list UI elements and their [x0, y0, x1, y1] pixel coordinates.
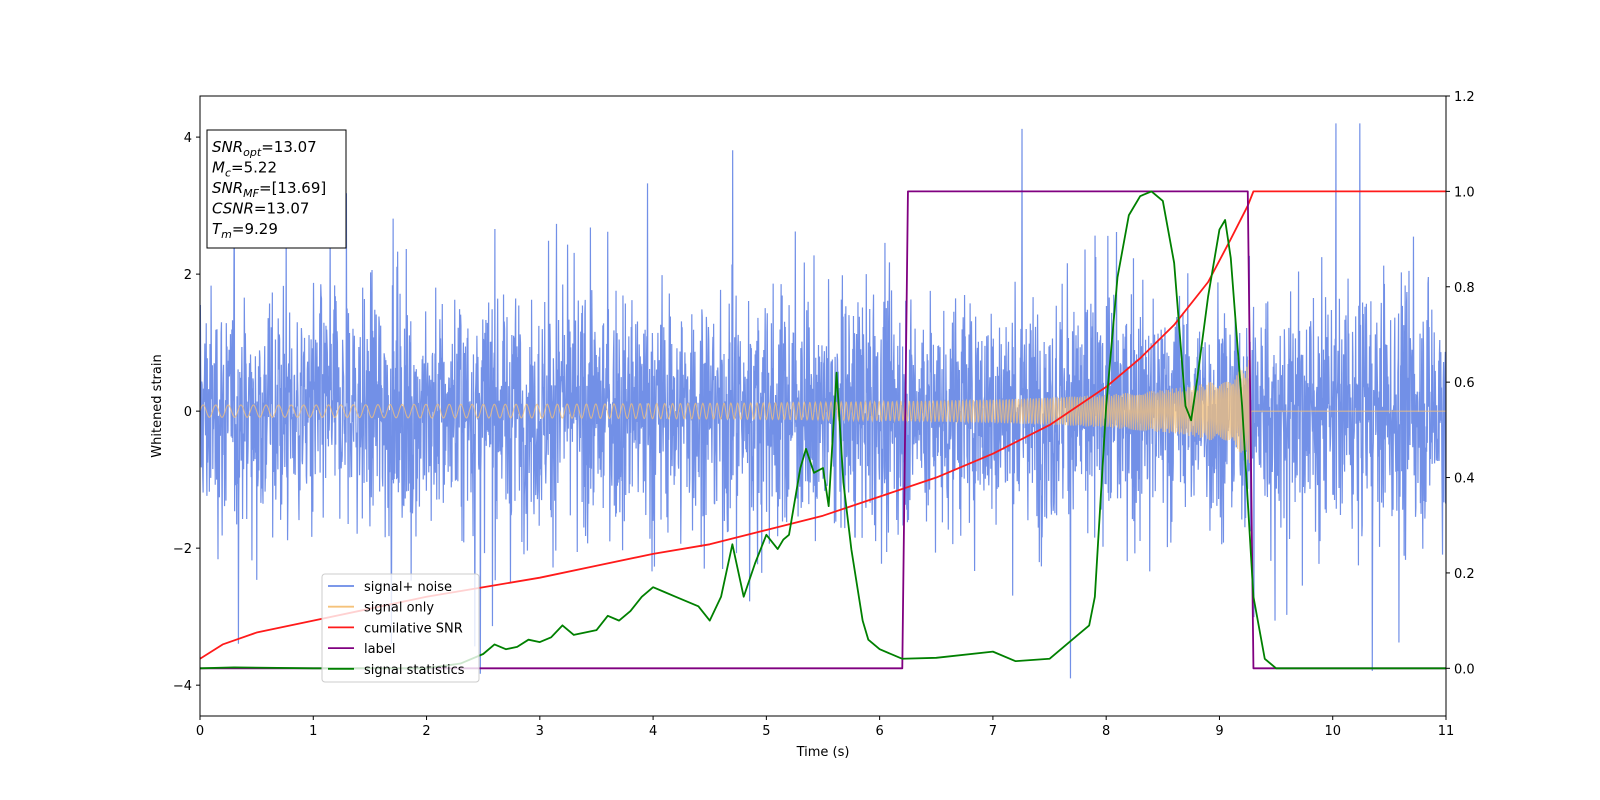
y2-tick-label: 0.4: [1454, 472, 1475, 487]
y2-tick-label: 0.6: [1454, 376, 1475, 391]
info-symbol: SNR: [212, 138, 243, 156]
y2-tick-label: 1.0: [1454, 185, 1475, 200]
axes-layer: 0 1 2 3 4 5 6 7 8 9 10 11 −4 −2 0 2 4 0.0 0.2 0.4 0.6 0.8 1.0 1…: [173, 90, 1475, 739]
info-value: =13.07: [254, 200, 310, 218]
info-symbol: T: [212, 220, 223, 238]
y-tick-label: 2: [184, 268, 192, 283]
legend-frame: [321, 573, 480, 683]
y-tick-label: −4: [173, 679, 192, 694]
info-subscript: opt: [243, 146, 262, 159]
legend-label: signal only: [364, 601, 434, 616]
info-value: =9.29: [232, 220, 278, 238]
info-symbol: M: [212, 159, 225, 177]
x-tick-label: 0: [196, 724, 204, 739]
y2-tick-label: 0.8: [1454, 281, 1475, 296]
x-tick-label: 10: [1324, 724, 1341, 739]
info-subscript: m: [221, 228, 232, 241]
info-line: Mc=5.22: [212, 159, 277, 180]
info-value: =13.07: [261, 138, 317, 156]
y2-tick-label: 0.0: [1454, 662, 1475, 677]
y2-tick-label: 1.2: [1454, 90, 1475, 105]
legend-label: signal statistics: [364, 663, 465, 678]
info-value: =[13.69]: [259, 179, 326, 197]
x-tick-label: 11: [1438, 724, 1455, 739]
plot-frame: [199, 95, 1447, 717]
info-line: Tm=9.29: [212, 220, 278, 241]
y-axis-label: Whitened strain: [150, 354, 165, 457]
legend-label: label: [364, 642, 395, 657]
y-tick-label: −2: [173, 542, 192, 557]
series-signal-statistics: [200, 190, 1446, 670]
y2-tick-label: 0.2: [1454, 567, 1475, 582]
x-tick-label: 6: [875, 724, 883, 739]
x-tick-label: 3: [536, 724, 544, 739]
legend: signal+ noise signal only cumilative SNR la…: [321, 573, 480, 683]
series-signal-only: [200, 360, 1446, 464]
info-line: CSNR=13.07: [212, 200, 309, 218]
x-tick-label: 7: [989, 724, 997, 739]
legend-label: cumilative SNR: [364, 621, 463, 636]
x-tick-label: 1: [309, 724, 317, 739]
info-line: SNRMF=[13.69]: [212, 179, 326, 200]
info-value: =5.22: [231, 159, 277, 177]
x-tick-label: 5: [762, 724, 770, 739]
info-box-frame: [206, 129, 347, 249]
y-tick-label: 0: [184, 405, 192, 420]
info-subscript: MF: [243, 187, 259, 200]
x-tick-label: 2: [422, 724, 430, 739]
info-subscript: c: [225, 167, 231, 180]
x-tick-label: 4: [649, 724, 657, 739]
info-symbol: CSNR: [212, 200, 254, 218]
y-tick-label: 4: [184, 131, 192, 146]
info-box: SNRopt=13.07Mc=5.22SNRMF=[13.69]CSNR=13.…: [206, 129, 347, 249]
info-line: SNRopt=13.07: [212, 138, 317, 159]
x-tick-label: 8: [1102, 724, 1110, 739]
info-symbol: SNR: [212, 179, 243, 197]
x-axis-label: Time (s): [796, 745, 850, 760]
legend-label: signal+ noise: [364, 580, 452, 595]
x-tick-label: 9: [1215, 724, 1223, 739]
